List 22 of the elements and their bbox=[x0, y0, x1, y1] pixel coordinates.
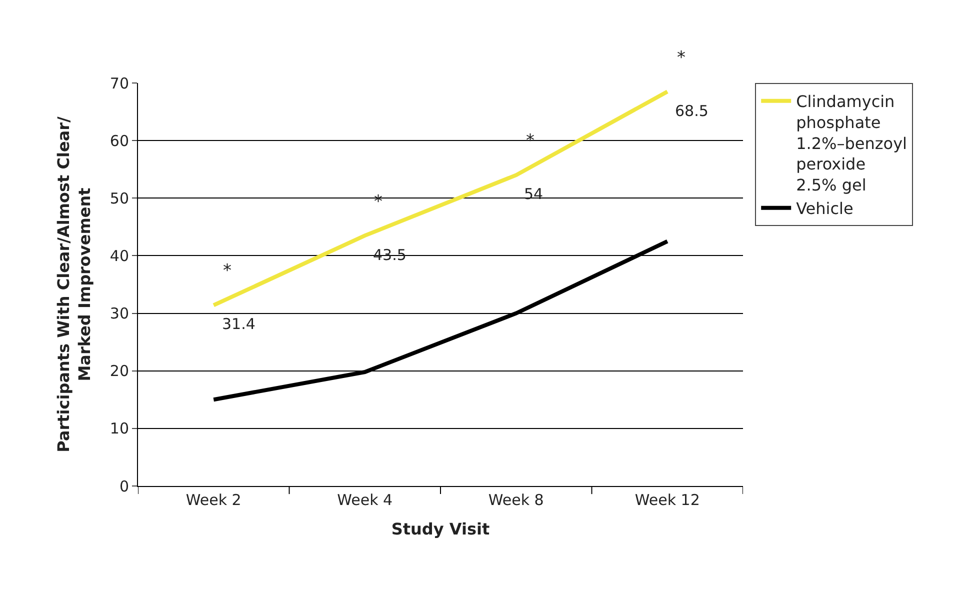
y-tick-label: 30 bbox=[110, 304, 129, 323]
x-tick-label: Week 8 bbox=[488, 491, 544, 509]
y-tick-label: 10 bbox=[110, 420, 129, 438]
y-axis-title: Participants With Clear/Almost Clear/ Marked Improvement bbox=[54, 116, 94, 452]
y-tick-label: 60 bbox=[110, 132, 129, 150]
y-tick-label: 20 bbox=[110, 362, 129, 380]
y-tick-label: 0 bbox=[119, 477, 129, 496]
data-label: 68.5 bbox=[675, 102, 708, 120]
text: * bbox=[677, 48, 686, 68]
x-axis-title: Study Visit bbox=[391, 520, 490, 539]
legend-label: Vehicle bbox=[796, 199, 854, 218]
annotation: * bbox=[223, 261, 232, 281]
y-tick-label: 40 bbox=[110, 246, 129, 265]
annotation: * bbox=[374, 192, 382, 212]
y-tick-label: 50 bbox=[110, 189, 129, 208]
legend-label: Clindamycin phosphate 1.2%–benzoyl peroxide 2.5% gel bbox=[796, 92, 907, 194]
y-tick-label: 70 bbox=[110, 74, 129, 92]
line-series bbox=[212, 90, 670, 308]
x-tick-label: Week 2 bbox=[186, 491, 242, 509]
data-label: 31.4 bbox=[222, 315, 256, 333]
x-tick-label: Week 12 bbox=[634, 491, 700, 509]
x-tick-label: Week 4 bbox=[337, 491, 393, 509]
